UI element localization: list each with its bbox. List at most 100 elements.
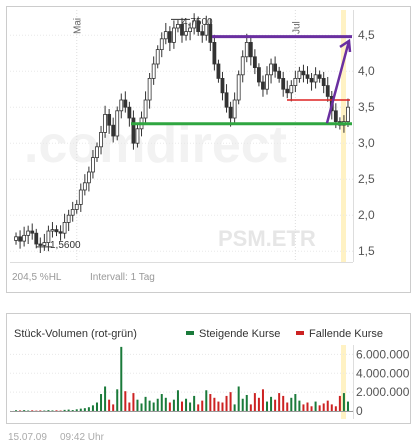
volume-bar [213, 397, 216, 411]
volume-bar [156, 398, 159, 411]
price-ytick-label: 1,5 [358, 244, 375, 258]
interval-label: Intervall: 1 Tag [90, 272, 155, 283]
candle-body [176, 23, 180, 29]
footer-date: 15.07.09 [8, 432, 47, 443]
volume-bar [310, 406, 313, 411]
candle-body [180, 23, 184, 36]
volume-bar [136, 399, 139, 411]
candle-body [204, 23, 209, 36]
candle-body [22, 234, 27, 242]
candle-body [14, 236, 18, 241]
volume-bar [330, 404, 333, 411]
price-ytick-label: 2,5 [358, 172, 375, 186]
candle-body [220, 78, 225, 94]
volume-bar [181, 401, 183, 411]
trend-arrow-head [339, 38, 352, 53]
legend-label-down: Fallende Kurse [309, 328, 383, 340]
candle-body [38, 243, 43, 246]
candle-body [74, 203, 79, 210]
volume-bar [128, 402, 131, 411]
hl-percent-label: 204,5 %HL [12, 272, 62, 283]
volume-bar [83, 408, 86, 411]
volume-bar [35, 410, 38, 412]
volume-bar [266, 401, 269, 411]
volume-bar [286, 402, 289, 411]
candle-body [66, 214, 71, 223]
volume-bar [23, 410, 26, 411]
volume-bar [205, 390, 208, 411]
candle-body [42, 242, 47, 246]
volume-bar [201, 400, 204, 411]
candle-body [151, 63, 156, 79]
candle-body [119, 99, 124, 112]
volume-bar [160, 394, 163, 411]
candle-body [244, 42, 249, 58]
candle-body [261, 81, 265, 90]
candle-body [236, 74, 241, 101]
candle-body [309, 78, 314, 83]
volume-bar [79, 408, 82, 411]
candle-body [200, 31, 205, 36]
volume-bar [112, 404, 115, 411]
legend-swatch-down [296, 331, 304, 335]
volume-bar [55, 410, 58, 411]
candle-body [50, 229, 55, 232]
candle-body [212, 42, 217, 65]
candle-body [248, 42, 253, 58]
volume-bar [302, 404, 305, 411]
min-label: 1,5600 [50, 240, 81, 251]
candle-body [115, 110, 120, 137]
candle-body [167, 31, 172, 43]
candle-body [333, 110, 338, 123]
candle-body [265, 74, 269, 90]
candle-body [78, 189, 83, 205]
candle-body [127, 106, 132, 119]
volume-bar [225, 395, 228, 411]
candle-body [257, 67, 261, 83]
symbol-watermark: PSM.ETR [218, 226, 316, 251]
candle-body [62, 221, 67, 234]
candle-body [277, 70, 282, 79]
volume-bar [253, 393, 256, 411]
candle-body [346, 106, 350, 122]
candle-body [131, 117, 136, 144]
candle-body [155, 49, 160, 65]
price-ytick-label: 4,5 [358, 28, 375, 42]
volume-bar [71, 410, 74, 411]
volume-bar [140, 403, 143, 411]
volume-bar [237, 386, 240, 411]
volume-title: Stück-Volumen (rot-grün) [14, 328, 137, 340]
volume-bar [124, 391, 127, 411]
volume-bar [19, 410, 22, 411]
volume-bar [229, 392, 232, 411]
candle-body [208, 23, 213, 43]
volume-bar [241, 398, 244, 411]
volume-bar [278, 393, 281, 411]
volume-bar [91, 405, 94, 411]
candle-body [163, 31, 168, 40]
volume-bar [298, 400, 301, 411]
candle-body [82, 182, 87, 191]
candle-body [321, 78, 326, 87]
candle-body [26, 230, 31, 236]
volume-bar [120, 346, 123, 411]
volume-bar [100, 394, 103, 411]
volume-bar [221, 402, 224, 411]
candle-body [305, 74, 310, 79]
month-label: Jul [291, 21, 302, 34]
volume-bar [63, 409, 66, 411]
volume-bar [185, 398, 188, 411]
candle-body [317, 74, 322, 79]
current-day-highlight [341, 10, 346, 262]
price-ytick-label: 3,0 [358, 136, 375, 150]
volume-bar [233, 404, 236, 411]
candle-body [192, 20, 197, 29]
candle-body [143, 99, 148, 119]
volume-bar [152, 402, 155, 411]
candle-body [293, 78, 298, 87]
price-ytick-label: 2,0 [358, 208, 375, 222]
current-day-highlight-volume [341, 345, 346, 419]
volume-bar [290, 397, 293, 411]
candle-body [107, 114, 112, 126]
